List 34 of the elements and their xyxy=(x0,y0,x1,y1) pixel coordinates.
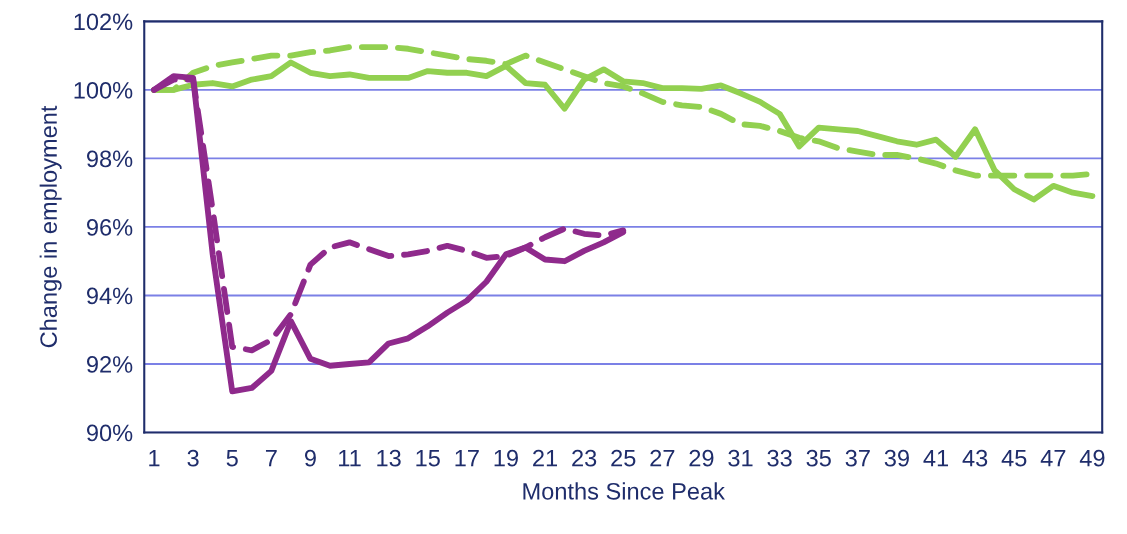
x-tick-label: 25 xyxy=(611,449,636,467)
x-tick-label: 29 xyxy=(689,449,714,467)
y-tick-label: 98% xyxy=(87,150,133,168)
y-tick-label: 90% xyxy=(87,424,133,442)
y-axis-title: Change in employment xyxy=(39,105,62,348)
x-tick-label: 35 xyxy=(806,449,831,467)
x-tick-label: 21 xyxy=(533,449,558,467)
x-tick-label: 15 xyxy=(416,450,440,467)
y-tick-label: 96% xyxy=(87,219,133,236)
x-axis-title: Months Since Peak xyxy=(523,482,725,500)
x-tick-label: 33 xyxy=(767,449,792,467)
x-tick-label: 45 xyxy=(1001,450,1027,467)
x-tick-label: 5 xyxy=(226,450,238,467)
x-tick-label: 27 xyxy=(650,449,675,467)
y-tick-label: 100% xyxy=(74,81,133,99)
y-tick-label: 102% xyxy=(74,13,133,31)
x-tick-label: 37 xyxy=(845,449,870,467)
x-tick-label: 31 xyxy=(728,449,753,467)
x-tick-label: 47 xyxy=(1040,450,1066,467)
x-tick-label: 13 xyxy=(377,449,401,467)
x-tick-label: 19 xyxy=(494,449,518,467)
x-tick-label: 3 xyxy=(187,449,199,467)
x-tick-label: 23 xyxy=(572,449,597,467)
x-tick-label: 7 xyxy=(265,450,277,467)
x-tick-label: 39 xyxy=(884,449,909,467)
x-tick-label: 1 xyxy=(149,450,160,467)
x-tick-label: 43 xyxy=(962,449,988,467)
y-tick-label: 92% xyxy=(87,356,133,373)
x-tick-label: 9 xyxy=(304,449,316,467)
x-tick-label: 49 xyxy=(1079,449,1105,467)
x-tick-label: 11 xyxy=(339,450,361,467)
x-tick-label: 41 xyxy=(923,450,949,467)
y-tick-label: 94% xyxy=(87,287,133,305)
x-tick-label: 17 xyxy=(455,450,479,467)
